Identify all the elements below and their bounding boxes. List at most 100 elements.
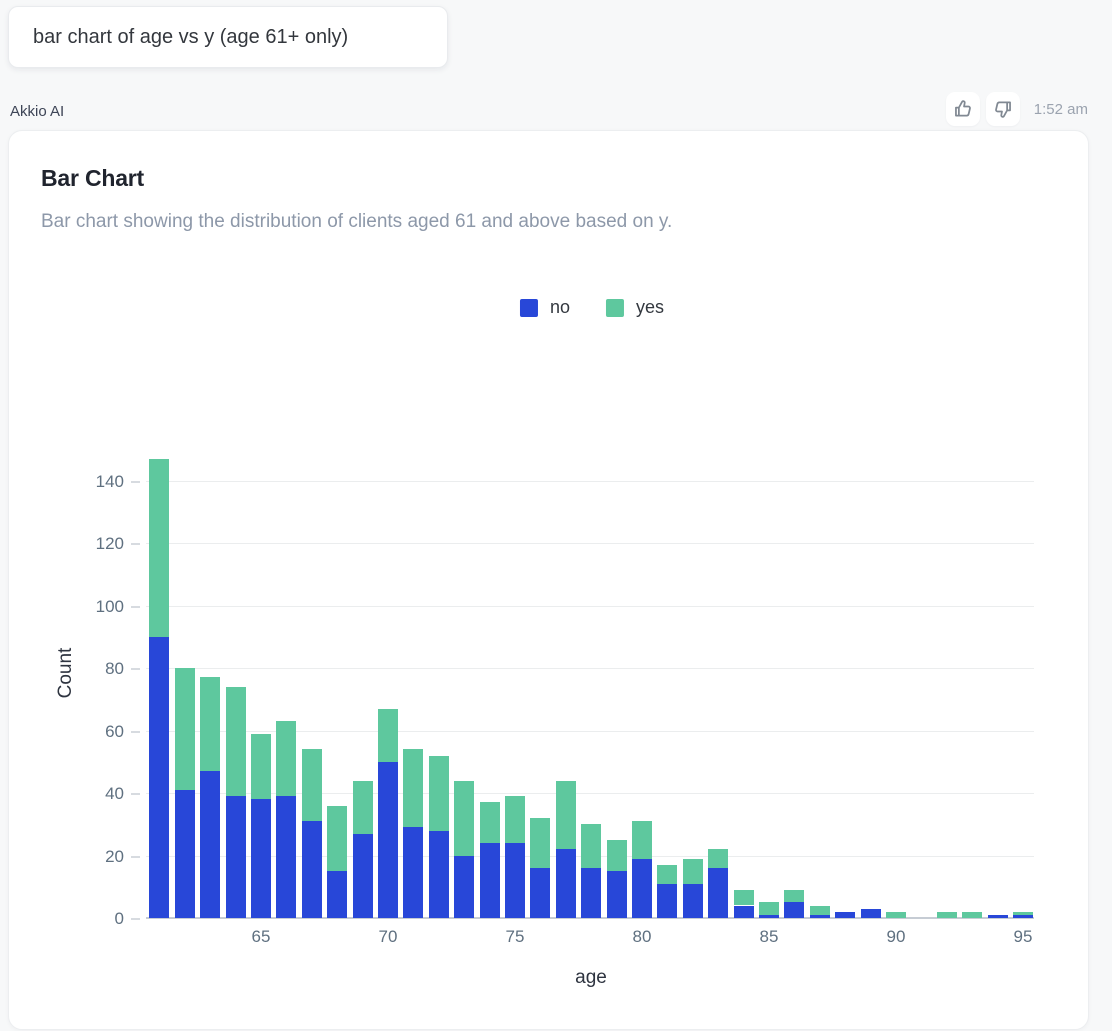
y-tick-mark: [131, 668, 140, 671]
bar-age-64-no: [225, 796, 246, 918]
bar-age-68-no: [327, 871, 348, 918]
sender-name: Akkio AI: [10, 103, 65, 120]
bar-age-74-no: [479, 843, 500, 918]
bar-age-81-yes: [657, 864, 678, 884]
x-tick-label: 70: [378, 927, 398, 946]
y-tick-label: 140: [95, 471, 124, 491]
x-tick-label: 95: [1013, 927, 1033, 946]
bar-age-84-no: [733, 905, 754, 918]
y-tick-label: 60: [105, 721, 124, 741]
bar-age-69-yes: [352, 780, 373, 834]
chart-title: Bar Chart: [41, 165, 145, 191]
y-tick-mark: [131, 480, 140, 483]
bar-age-82-no: [682, 883, 703, 918]
bar-age-70-yes: [378, 708, 398, 762]
y-tick-label: 0: [114, 909, 124, 928]
user-message-text: bar chart of age vs y (age 61+ only): [33, 25, 349, 48]
bar-age-67-yes: [301, 749, 322, 822]
bar-age-78-no: [581, 868, 602, 918]
gridline-y-140: [146, 480, 1034, 482]
bar-age-66-no: [276, 796, 297, 918]
bar-age-90-yes: [886, 911, 906, 918]
x-tick-label: 80: [632, 927, 652, 946]
bar-age-74-yes: [479, 802, 500, 844]
bar-chart-plot: 0 20 40 60 80 100 120 140 65 70 75 80 85 90 95: [9, 131, 1090, 1031]
bar-age-78-yes: [581, 824, 602, 868]
bar-age-75-no: [505, 843, 525, 918]
bar-age-73-no: [454, 855, 475, 918]
y-tick-label: 100: [95, 596, 124, 616]
x-axis-line: [146, 917, 1034, 919]
legend-entry-yes[interactable]: yes: [606, 297, 664, 318]
bar-age-61-yes: [149, 458, 170, 637]
bar-age-85-no: [759, 914, 779, 918]
bar-age-80-yes: [632, 821, 652, 859]
bar-age-79-yes: [606, 839, 627, 872]
bar-age-81-no: [657, 883, 678, 918]
y-tick-label: 20: [105, 846, 124, 866]
thumbs-up-button[interactable]: [946, 92, 980, 126]
bar-age-84-yes: [733, 889, 754, 906]
y-axis-title: Count: [55, 647, 76, 699]
bar-age-77-yes: [555, 780, 576, 850]
bar-age-95-no: [1013, 914, 1033, 918]
y-tick-mark: [131, 605, 140, 608]
y-tick-mark: [131, 730, 140, 733]
bar-age-76-yes: [530, 818, 551, 868]
gridline-y-80: [146, 668, 1034, 670]
legend-entry-no[interactable]: no: [519, 297, 570, 318]
y-tick-mark: [131, 543, 140, 546]
bar-age-71-no: [403, 827, 424, 918]
bar-age-77-no: [555, 849, 576, 918]
bar-age-75-yes: [505, 796, 525, 844]
thumbs-up-icon: [952, 98, 974, 120]
bar-age-87-no: [809, 914, 830, 918]
bar-age-64-yes: [225, 686, 246, 797]
bar-age-93-yes: [962, 911, 983, 918]
user-message-bubble: bar chart of age vs y (age 61+ only): [8, 6, 448, 68]
bar-age-68-yes: [327, 805, 348, 872]
x-tick-label: 65: [251, 927, 271, 946]
bar-age-65-no: [251, 799, 271, 918]
bar-age-86-no: [784, 902, 805, 918]
gridline-y-120: [146, 543, 1034, 545]
bar-age-85-yes: [759, 902, 779, 915]
legend-swatch-yes: [606, 298, 625, 317]
x-tick-label: 85: [759, 927, 779, 946]
gridline-y-40: [146, 793, 1034, 795]
bar-age-63-yes: [200, 677, 221, 772]
bar-age-82-yes: [682, 858, 703, 884]
y-tick-label: 80: [105, 659, 124, 679]
bar-age-62-no: [174, 789, 195, 918]
message-timestamp: 1:52 am: [1033, 101, 1088, 118]
bar-age-62-yes: [174, 668, 195, 790]
bar-age-94-no: [987, 914, 1008, 918]
chart-legend: no yes: [519, 297, 664, 318]
bar-age-66-yes: [276, 721, 297, 797]
gridline-y-60: [146, 730, 1034, 732]
bar-age-86-yes: [784, 889, 805, 903]
chart-subtitle: Bar chart showing the distribution of cl…: [41, 211, 673, 232]
bar-age-73-yes: [454, 780, 475, 856]
bar-age-63-no: [200, 771, 221, 918]
bar-age-65-yes: [251, 733, 271, 800]
y-tick-mark: [131, 793, 140, 796]
bar-age-83-yes: [708, 849, 729, 868]
thumbs-down-icon: [992, 98, 1014, 120]
y-tick-mark: [131, 918, 140, 920]
x-tick-label: 75: [505, 927, 525, 946]
y-tick-label: 120: [95, 534, 124, 554]
bar-age-92-yes: [936, 911, 957, 918]
bar-age-72-no: [428, 830, 449, 918]
legend-swatch-no: [519, 298, 538, 317]
x-axis-title: age: [575, 967, 607, 988]
thumbs-down-button[interactable]: [986, 92, 1020, 126]
bar-age-67-no: [301, 821, 322, 918]
bar-age-83-no: [708, 868, 729, 918]
bar-age-69-no: [352, 833, 373, 918]
bar-age-71-yes: [403, 749, 424, 828]
bar-age-89-no: [860, 908, 881, 918]
bar-age-88-no: [835, 911, 856, 918]
bar-age-76-no: [530, 868, 551, 918]
bar-age-87-yes: [809, 905, 830, 915]
